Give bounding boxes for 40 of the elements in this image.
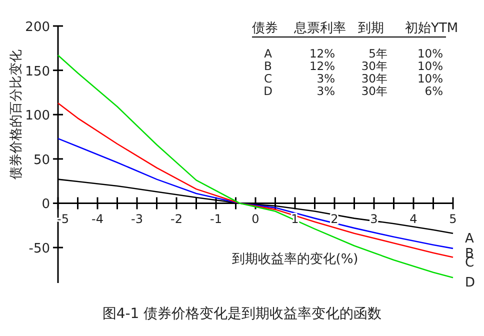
y-axis-title: 债券价格的百分比变化 xyxy=(9,50,24,180)
annotation: 12% xyxy=(309,59,336,73)
x-tick-label: 4 xyxy=(410,212,418,226)
y-tick-label: 200 xyxy=(25,20,50,35)
x-axis-title: 到期收益率的变化(%) xyxy=(232,251,358,268)
annotation: B xyxy=(264,59,272,73)
annotation: 10% xyxy=(417,59,444,73)
y-tick-label: 100 xyxy=(25,108,50,124)
annotation: C xyxy=(264,72,272,86)
text: 图4-1 债券价格变化是到期收益率变化的函数 xyxy=(102,306,382,322)
x-tick-label: -4 xyxy=(92,212,104,226)
annotation: 10% xyxy=(417,72,444,86)
y-tick-label: -50 xyxy=(28,242,50,257)
x-tick-label: 0 xyxy=(252,212,260,226)
x-tick-label: -2 xyxy=(170,212,182,226)
y-tick-label: 150 xyxy=(25,64,50,80)
y-tick-label: 0 xyxy=(42,197,50,212)
annotation: 3% xyxy=(316,84,336,98)
annotation: 30年 xyxy=(361,72,388,86)
series-label: A xyxy=(465,231,474,246)
annotation: 5年 xyxy=(368,46,388,60)
annotation: 息票利率 xyxy=(293,20,346,36)
x-tick-label: -1 xyxy=(210,212,222,226)
annotation: A xyxy=(264,46,272,60)
line-series xyxy=(57,138,454,250)
y-tick-label: 50 xyxy=(33,152,50,168)
annotation: 10% xyxy=(417,46,444,60)
annotation: 初始YTM xyxy=(405,21,458,36)
annotation: 到期 xyxy=(358,21,384,36)
annotation: 债券 xyxy=(252,21,278,36)
annotation: 30年 xyxy=(361,59,388,73)
x-tick-label: 5 xyxy=(449,212,457,226)
annotation: 30年 xyxy=(361,84,388,98)
series-label: D xyxy=(465,276,476,291)
annotation: 3% xyxy=(316,72,336,86)
x-tick-label: 2 xyxy=(330,212,338,226)
annotation: 6% xyxy=(424,84,444,98)
x-tick-label: -3 xyxy=(131,212,143,226)
annotation: D xyxy=(264,84,273,98)
annotation: 12% xyxy=(309,46,336,60)
